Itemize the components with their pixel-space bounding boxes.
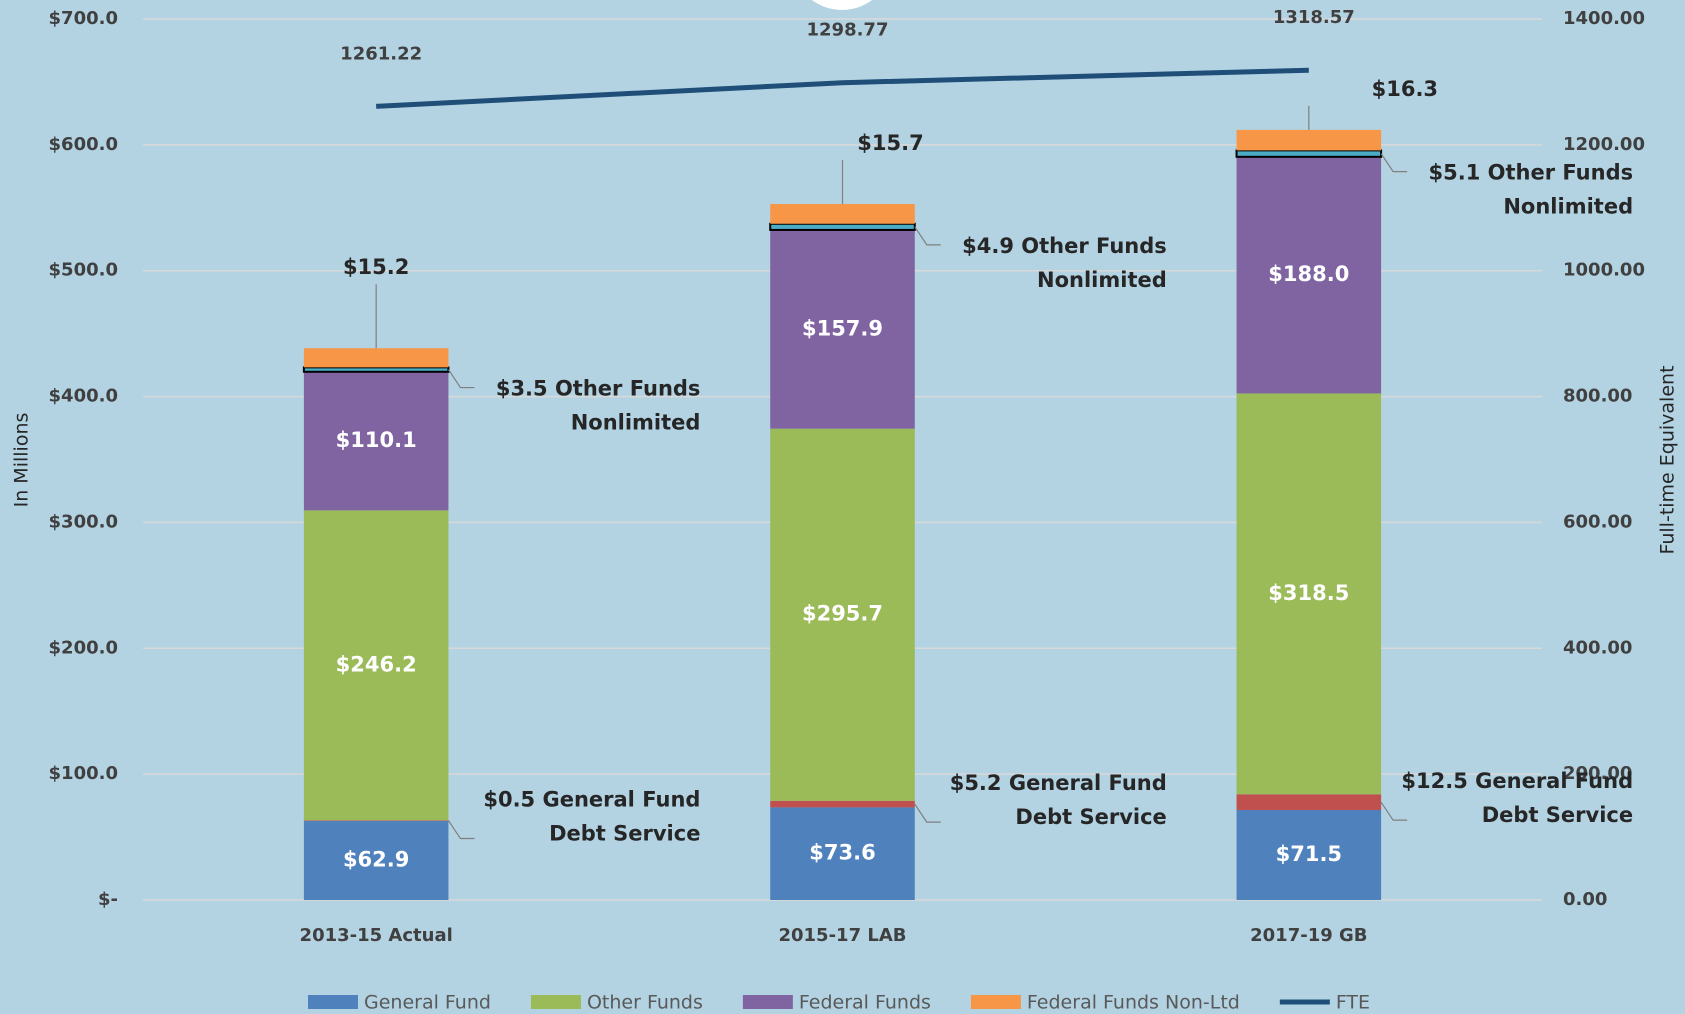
y-tick-label: $500.0: [49, 260, 118, 281]
bar-segment: [770, 428, 915, 801]
x-tick-label: 2015-17 LAB: [778, 925, 906, 946]
y2-tick-label: 600.00: [1563, 511, 1632, 532]
y-tick-label: $700.0: [49, 8, 118, 29]
fte-label: 1318.57: [1273, 7, 1355, 28]
legend-swatch: [742, 995, 793, 1009]
bar-segment: [1236, 810, 1382, 900]
legend-label: FTE: [1336, 992, 1370, 1014]
callout-label: Nonlimited: [571, 411, 701, 435]
leader-line: [447, 820, 475, 840]
bar-segment: [769, 222, 916, 231]
value-label: $188.0: [1268, 262, 1349, 286]
legend-swatch: [970, 995, 1021, 1009]
bar-segment: [303, 510, 449, 821]
callout-label: $4.9 Other Funds: [962, 234, 1167, 258]
bar-segment: [303, 371, 449, 511]
y-tick-label: $-: [98, 889, 118, 910]
leader-line: [1380, 801, 1408, 821]
callout-label: $12.5 General Fund: [1401, 769, 1633, 793]
bar-segment: [770, 807, 915, 900]
callout-label: Debt Service: [549, 822, 700, 846]
y2-tick-label: 1200.00: [1563, 134, 1645, 155]
fte-label: 1261.22: [340, 43, 422, 64]
y2-axis-title: Full-time Equivalent: [1657, 365, 1679, 554]
y-tick-label: $300.0: [49, 511, 118, 532]
y-tick-label: $400.0: [49, 386, 118, 407]
bar-segment: [1236, 129, 1382, 151]
legend-label: General Fund: [364, 992, 491, 1014]
value-label: $16.3: [1372, 77, 1438, 101]
fte-line: [376, 67, 1309, 109]
value-label: $73.6: [809, 841, 875, 865]
y2-tick-label: 1400.00: [1563, 8, 1645, 29]
callout-label: Nonlimited: [1037, 268, 1167, 292]
decor-circle: [812, 0, 872, 10]
value-label: $110.1: [336, 428, 417, 452]
x-tick-label: 2013-15 Actual: [300, 925, 453, 946]
callout-label: $0.5 General Fund: [483, 788, 700, 812]
callout-label: $5.2 General Fund: [950, 771, 1167, 795]
bar-segment: [1236, 156, 1382, 394]
legend-label: Federal Funds: [799, 992, 931, 1014]
bar-segment: [303, 820, 449, 821]
value-label: $318.5: [1268, 581, 1349, 605]
value-label: $71.5: [1276, 842, 1342, 866]
y-tick-label: $600.0: [49, 134, 118, 155]
value-label: $157.9: [802, 316, 883, 340]
y2-tick-label: 0.00: [1563, 889, 1607, 910]
y2-tick-label: 200.00: [1563, 763, 1632, 784]
value-label: $15.7: [857, 131, 923, 155]
x-tick-label: 2017-19 GB: [1250, 925, 1367, 946]
value-label: $295.7: [802, 602, 883, 626]
y2-tick-label: 1000.00: [1563, 260, 1645, 281]
bar-segment: [770, 204, 915, 224]
value-label: $62.9: [343, 847, 409, 871]
leader-line: [447, 369, 475, 389]
y2-tick-label: 800.00: [1563, 386, 1632, 407]
value-label: $246.2: [336, 652, 417, 676]
bar-segment: [1235, 149, 1383, 158]
callout-label: $5.1 Other Funds: [1429, 161, 1634, 185]
leader-line: [1380, 153, 1408, 173]
legend-swatch: [308, 995, 358, 1009]
bar-segment: [303, 348, 449, 368]
legend-label: Federal Funds Non-Ltd: [1027, 992, 1240, 1014]
bar-segment: [1236, 393, 1382, 795]
legend-swatch: [530, 995, 581, 1009]
leader-line: [914, 803, 941, 823]
bar-segment: [770, 229, 915, 429]
callout-label: Nonlimited: [1503, 195, 1633, 219]
callout-label: Debt Service: [1482, 803, 1633, 827]
bar-segment: [302, 366, 450, 373]
y-tick-label: $100.0: [49, 763, 118, 784]
legend-label: Other Funds: [587, 992, 703, 1014]
value-label: $15.2: [343, 255, 409, 279]
y2-tick-label: 400.00: [1563, 637, 1632, 658]
leader-line: [914, 226, 941, 246]
y-axis-title: In Millions: [11, 413, 33, 508]
callout-label: $3.5 Other Funds: [496, 377, 701, 401]
y-tick-label: $200.0: [49, 637, 118, 658]
callout-label: Debt Service: [1015, 805, 1166, 829]
bar-segment: [303, 820, 449, 900]
fte-label: 1298.77: [807, 20, 889, 41]
bar-segment: [770, 800, 915, 808]
bar-segment: [1236, 794, 1382, 811]
